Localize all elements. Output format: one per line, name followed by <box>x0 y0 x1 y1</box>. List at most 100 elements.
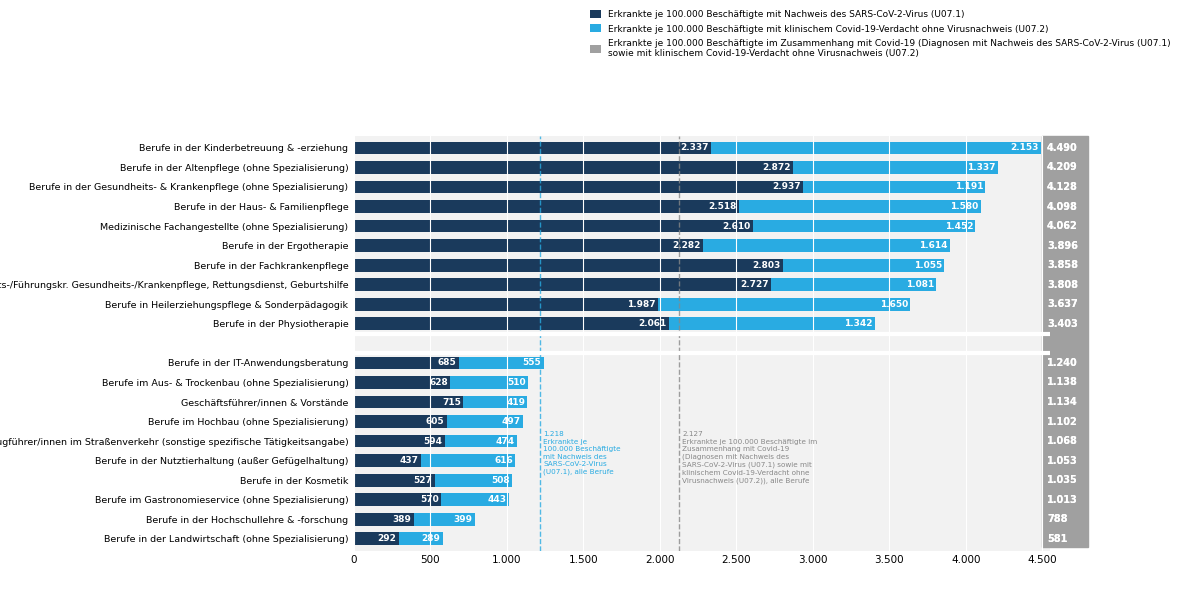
Text: 4.490: 4.490 <box>1046 143 1078 153</box>
Text: 3.637: 3.637 <box>1046 300 1078 309</box>
Text: 1.987: 1.987 <box>628 300 655 309</box>
Text: 1.035: 1.035 <box>1046 475 1078 485</box>
Text: 4.209: 4.209 <box>1046 162 1078 172</box>
Bar <box>354 435 445 448</box>
Text: 3.896: 3.896 <box>1046 240 1078 250</box>
Text: 1.068: 1.068 <box>1046 436 1078 446</box>
Text: 527: 527 <box>414 476 432 485</box>
Text: 4.062: 4.062 <box>1046 221 1078 231</box>
Text: 1.102: 1.102 <box>1046 417 1078 427</box>
Bar <box>446 415 522 428</box>
Bar <box>354 415 522 428</box>
Bar <box>354 376 528 389</box>
Text: 2.282: 2.282 <box>672 241 701 250</box>
Text: 1.053: 1.053 <box>1046 456 1078 466</box>
Text: 3.808: 3.808 <box>1046 279 1078 289</box>
Text: 1.580: 1.580 <box>950 202 978 211</box>
Bar <box>1043 136 1088 546</box>
Bar <box>703 239 950 252</box>
Bar <box>354 141 1040 155</box>
Bar <box>354 298 658 311</box>
Text: 2.061: 2.061 <box>638 319 667 329</box>
Bar <box>354 259 782 272</box>
Bar <box>354 493 442 506</box>
Bar <box>434 474 512 487</box>
Bar <box>354 220 976 233</box>
Text: 1.013: 1.013 <box>1046 495 1078 505</box>
Bar <box>354 298 911 311</box>
Text: 3.637: 3.637 <box>1046 300 1078 309</box>
Text: 497: 497 <box>502 417 521 426</box>
Bar <box>354 532 398 545</box>
Text: 788: 788 <box>1046 514 1068 525</box>
Text: 2.337: 2.337 <box>680 143 709 152</box>
Text: 1.134: 1.134 <box>1046 397 1078 407</box>
Bar <box>354 200 980 213</box>
Text: 628: 628 <box>430 378 448 387</box>
Bar <box>354 474 434 487</box>
Text: 581: 581 <box>1046 534 1067 544</box>
Text: 1.452: 1.452 <box>944 221 973 230</box>
Text: 1.013: 1.013 <box>1046 495 1078 505</box>
Bar <box>793 161 998 174</box>
Text: 1.614: 1.614 <box>919 241 948 250</box>
Bar <box>354 181 803 194</box>
Text: 1.138: 1.138 <box>1046 378 1078 387</box>
Bar <box>354 513 474 526</box>
Bar <box>658 298 911 311</box>
Bar <box>354 356 458 369</box>
Bar <box>450 376 528 389</box>
Text: 570: 570 <box>420 496 439 504</box>
Text: 4.128: 4.128 <box>1046 182 1078 192</box>
Text: 4.209: 4.209 <box>1046 162 1078 172</box>
Bar <box>354 317 670 330</box>
Text: 3.403: 3.403 <box>1046 319 1078 329</box>
Text: 4.098: 4.098 <box>1046 201 1078 211</box>
Bar <box>354 454 515 467</box>
Bar <box>354 161 998 174</box>
Text: 399: 399 <box>454 515 473 524</box>
Text: 1.138: 1.138 <box>1046 378 1078 387</box>
Bar <box>398 532 443 545</box>
Text: 2.153: 2.153 <box>1010 143 1038 152</box>
Text: 3.808: 3.808 <box>1046 279 1078 289</box>
Text: 1.240: 1.240 <box>1046 358 1078 368</box>
Bar <box>354 454 421 467</box>
Text: 4.128: 4.128 <box>1046 182 1078 192</box>
Bar <box>421 454 515 467</box>
Text: 292: 292 <box>378 535 396 543</box>
Bar <box>803 181 985 194</box>
Bar <box>354 181 985 194</box>
Bar <box>739 200 980 213</box>
Text: 1.240: 1.240 <box>1046 358 1078 368</box>
Bar <box>354 415 446 428</box>
Text: 1.068: 1.068 <box>1046 436 1078 446</box>
Text: 2.127
Erkrankte je 100.000 Beschäftigte im
Zusammenhang mit Covid-19
(Diagnosen : 2.127 Erkrankte je 100.000 Beschäftigte … <box>683 432 817 484</box>
Bar <box>354 395 463 408</box>
Bar <box>354 395 528 408</box>
Text: 1.342: 1.342 <box>844 319 872 329</box>
Bar <box>354 278 772 291</box>
Bar <box>754 220 976 233</box>
Bar <box>354 474 512 487</box>
Bar <box>458 356 544 369</box>
Text: 1.134: 1.134 <box>1046 397 1078 407</box>
Bar <box>354 239 950 252</box>
Bar <box>354 493 509 506</box>
Text: 474: 474 <box>496 436 515 446</box>
Bar <box>354 259 944 272</box>
Text: 4.490: 4.490 <box>1046 143 1078 153</box>
Bar <box>354 376 450 389</box>
Text: 3.403: 3.403 <box>1046 319 1078 329</box>
Text: 3.858: 3.858 <box>1046 260 1078 270</box>
Text: 1.102: 1.102 <box>1046 417 1078 427</box>
Text: 2.610: 2.610 <box>722 221 751 230</box>
Text: 437: 437 <box>400 456 419 465</box>
Bar <box>772 278 936 291</box>
Bar <box>354 532 443 545</box>
Bar <box>782 259 944 272</box>
Text: 605: 605 <box>426 417 444 426</box>
Text: 594: 594 <box>424 436 443 446</box>
Text: 4.098: 4.098 <box>1046 201 1078 211</box>
Bar <box>354 435 517 448</box>
